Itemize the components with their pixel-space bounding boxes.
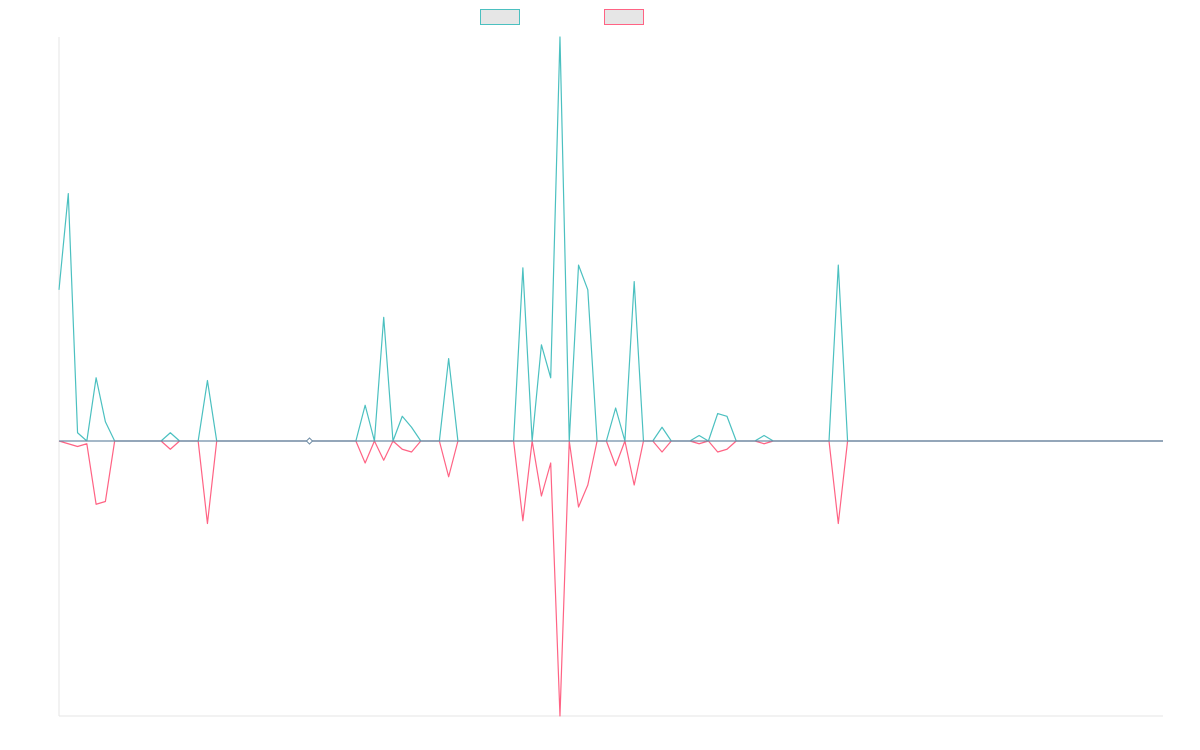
data-point-marker[interactable]: [305, 437, 314, 445]
series-line-pink: [58, 440, 1163, 717]
series-line-teal: [58, 36, 1163, 442]
legend-swatch-pink-series[interactable]: [604, 9, 644, 25]
chart-legend: [0, 9, 1200, 29]
legend-swatch-teal-series[interactable]: [480, 9, 520, 25]
